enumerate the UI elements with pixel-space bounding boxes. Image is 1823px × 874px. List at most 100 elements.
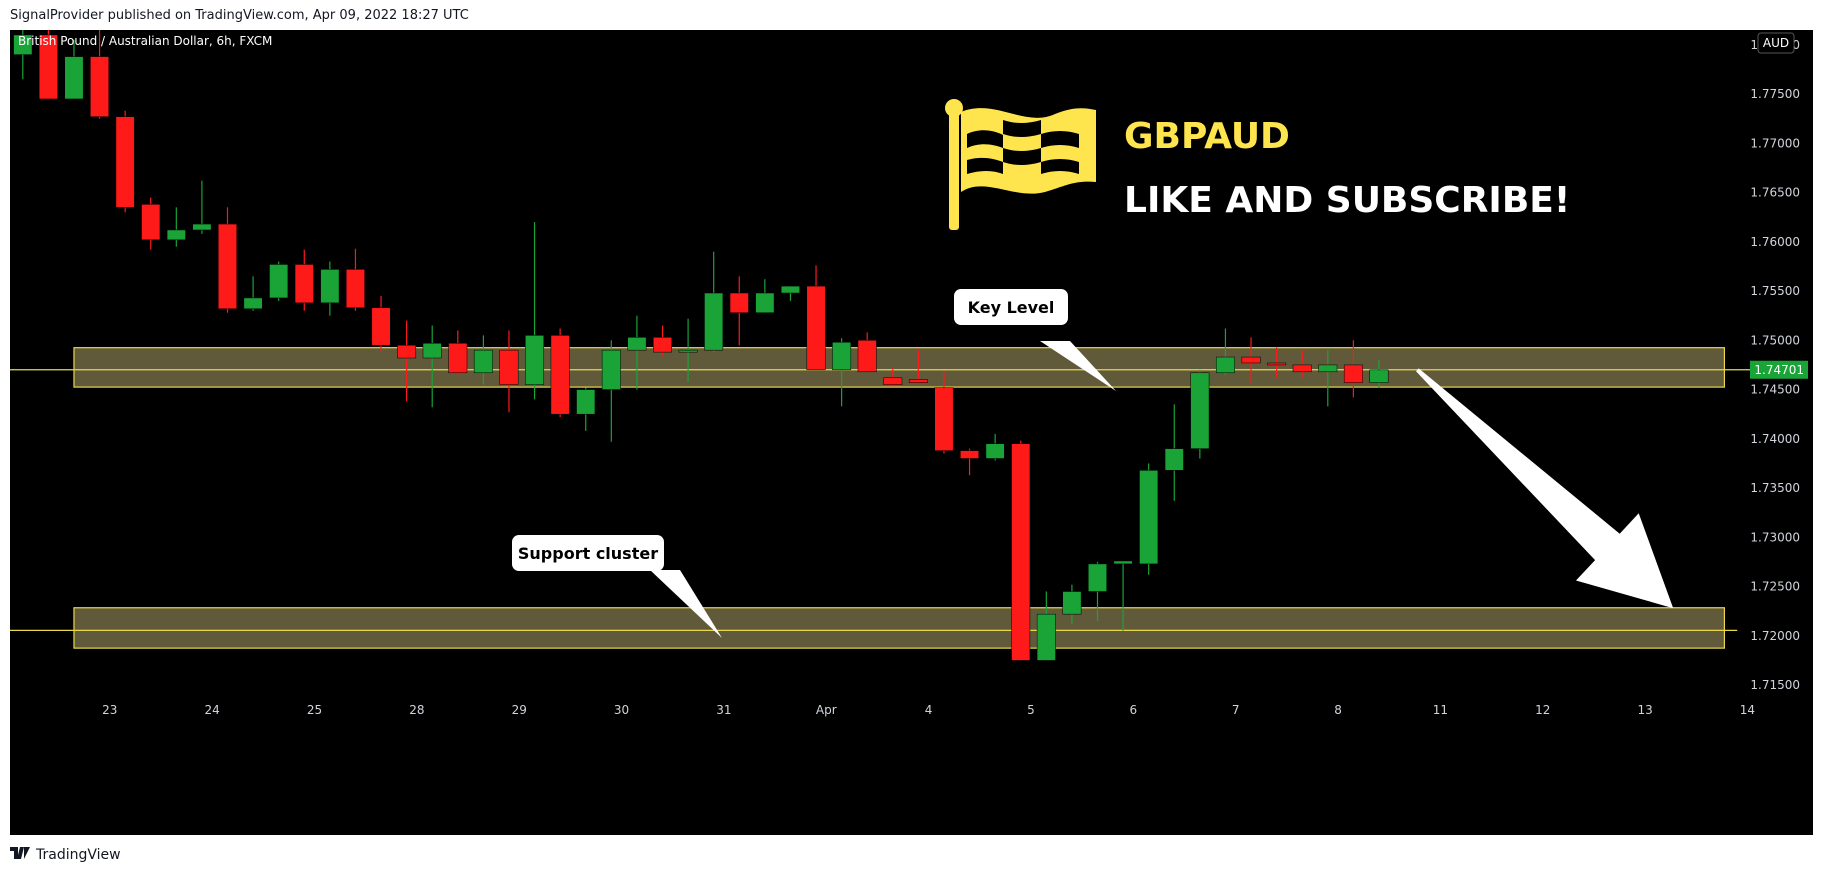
time-axis[interactable]: 23 24 25 28 29 30 31 Apr 4 5 6 7 8 11 12 13 14 [102,703,1755,717]
chart-svg[interactable]: 1.71500 1.72000 1.72500 1.73000 1.73500 1.740… [10,30,1813,835]
current-price-label-bg [1750,360,1808,379]
candle-body [192,223,212,231]
candle [499,330,519,413]
candle-body [294,264,314,304]
price-tick-label: 1.74500 [1750,383,1800,397]
candle [908,350,928,383]
time-tick-label: 11 [1433,703,1448,717]
projection-arrow-shape [1416,368,1674,609]
candle [1011,440,1031,661]
price-tick-label: 1.75000 [1750,333,1800,347]
candle [345,248,365,311]
time-tick-label: 24 [205,703,220,717]
time-tick-label: 12 [1535,703,1550,717]
support-cluster-callout: Support cluster [512,535,722,638]
candle [1241,337,1261,383]
candle [115,110,135,213]
time-tick-label: 13 [1637,703,1652,717]
candle-body [857,340,877,373]
candles-layer [13,30,1389,661]
candle [985,433,1005,461]
candle [755,279,775,313]
currency-badge-label: AUD [1763,36,1789,50]
candle-body [627,337,647,351]
price-tick-label: 1.73500 [1750,481,1800,495]
candle [627,315,647,390]
ticker-heading: GBPAUD [1124,116,1290,157]
candle [397,320,417,402]
time-tick-label: 29 [512,703,527,717]
tradingview-logo-icon [10,847,30,863]
candle [448,330,468,375]
horizontal-lines-layer [10,369,1750,632]
candle [1113,560,1133,631]
candle [525,222,545,400]
candle-body [934,387,954,451]
time-tick-label: 7 [1232,703,1240,717]
candle [1088,561,1107,622]
candle [1164,404,1184,501]
price-tick-label: 1.76500 [1750,186,1800,200]
candle [857,332,877,373]
candle-body [1292,364,1312,373]
candle [218,207,237,313]
candle-body [550,335,570,415]
candle-body [141,204,161,241]
price-tick-label: 1.73000 [1750,530,1800,544]
candle-body [243,297,263,310]
candle [1369,360,1389,388]
candle [550,328,570,418]
candle-body [1036,613,1056,661]
support-cluster-callout-pointer [650,570,722,638]
price-tick-label: 1.74000 [1750,432,1800,446]
candle [832,338,852,407]
candle-body [1267,362,1287,366]
candle-body [90,56,110,117]
price-tick-label: 1.72000 [1750,629,1800,643]
candle-body [422,343,442,359]
candle-body [499,349,519,385]
key-level-callout-box [954,289,1068,325]
candle [38,30,58,100]
candle-body [1343,364,1363,383]
chart-panel[interactable]: 1.71500 1.72000 1.72500 1.73000 1.73500 1.740… [10,30,1813,835]
candle-body [1241,356,1261,364]
price-tick-label: 1.77500 [1750,87,1800,101]
support-cluster-zone [73,607,1726,649]
candle [243,276,263,311]
candle [166,207,186,247]
candle-body [1215,356,1235,374]
current-price-value: 1.74701 [1754,363,1804,377]
candle-body [985,443,1005,459]
candle [422,325,442,408]
candle-body [806,285,826,371]
flag-icon [945,99,1096,230]
candle [653,325,672,356]
candle [934,371,954,454]
candle-body [678,349,698,353]
candle [90,30,110,119]
candle-body [704,292,724,351]
footer: TradingView [10,845,121,865]
time-tick-label: 23 [102,703,117,717]
candle-body [13,34,33,55]
candle [1190,369,1210,459]
candle [806,265,826,371]
candle [1139,463,1159,575]
candle-body [371,307,391,346]
candle [1036,591,1056,661]
candle-body [883,377,903,385]
time-tick-label: 30 [614,703,629,717]
candle-body [653,337,672,353]
candle-body [780,285,800,294]
candle [601,340,621,442]
candle-body [218,223,237,310]
symbol-title: British Pound / Australian Dollar, 6h, F… [18,34,272,48]
time-tick-label: 8 [1334,703,1342,717]
candle-body [397,344,417,359]
price-tick-label: 1.71500 [1750,678,1800,692]
candle-body [1113,560,1133,565]
chart-background [10,30,1813,835]
currency-badge[interactable]: AUD [1757,32,1795,54]
key-level-callout: Key Level [954,289,1116,391]
